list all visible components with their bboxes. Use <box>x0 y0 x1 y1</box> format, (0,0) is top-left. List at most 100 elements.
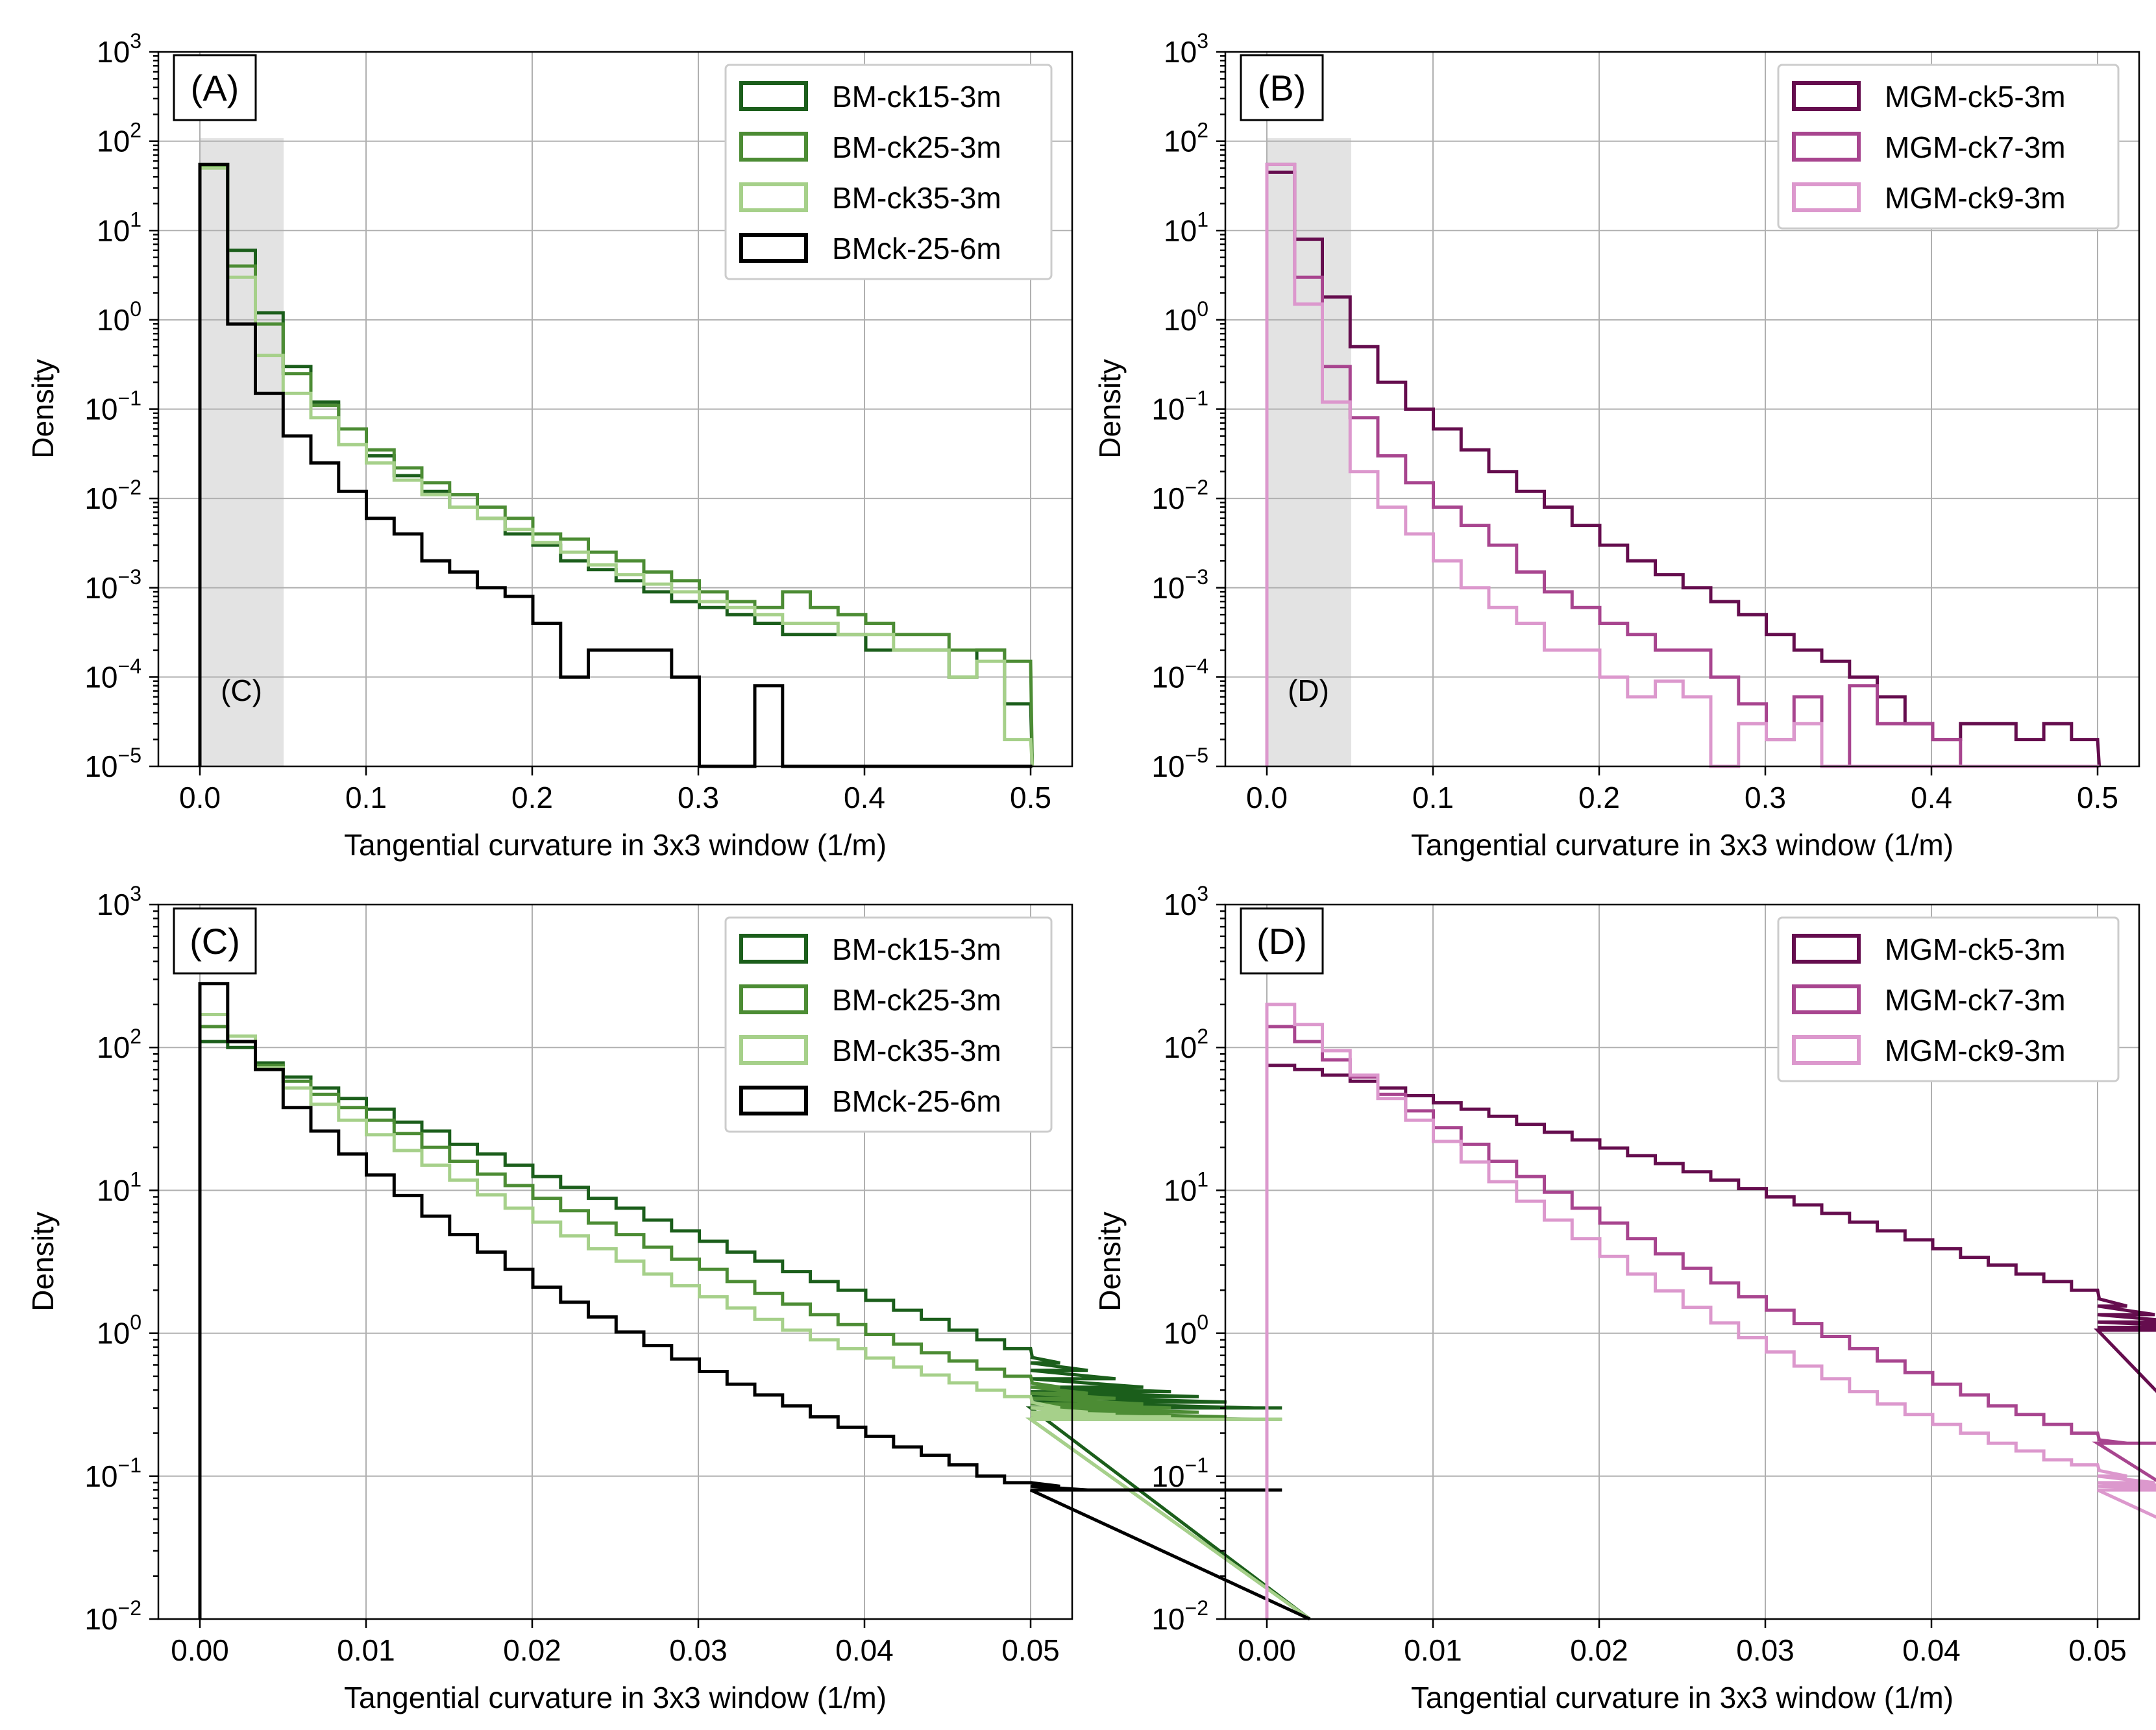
x-tick-label: 0.04 <box>835 1633 894 1667</box>
x-tick-label: 0.00 <box>171 1633 229 1667</box>
x-tick-label: 0.3 <box>1745 781 1786 814</box>
panel-b-x-ticks: 0.0 0.1 0.2 0.3 0.4 0.5 <box>1246 766 2118 814</box>
y-tick-label: 101 <box>97 208 141 247</box>
y-tick-label: 102 <box>1164 119 1208 158</box>
y-tick-label: 10−2 <box>1151 1596 1208 1636</box>
panel-a-ylabel: Density <box>26 359 60 458</box>
legend-label: BMck-25-6m <box>832 232 1001 265</box>
panel-d-series <box>1265 1003 2156 1619</box>
y-tick-label: 10−1 <box>84 1454 141 1493</box>
panel-d-tag: (D) <box>1256 921 1307 962</box>
x-tick-label: 0.4 <box>844 781 885 814</box>
panel-c-tag: (C) <box>190 921 240 962</box>
y-tick-label: 10−3 <box>1151 565 1208 605</box>
legend-swatch <box>739 1035 808 1065</box>
y-tick-label: 10−4 <box>1151 654 1208 694</box>
panel-a-x-ticks: 0.0 0.1 0.2 0.3 0.4 0.5 <box>179 766 1051 814</box>
y-tick-label: 100 <box>1164 1311 1208 1350</box>
legend-swatch <box>1792 132 1861 162</box>
y-tick-label: 10−5 <box>1151 744 1208 783</box>
legend-label: BM-ck25-3m <box>832 983 1001 1017</box>
series-line-mgm-ck9-3m <box>1265 162 2100 768</box>
legend-label: BMck-25-6m <box>832 1084 1001 1118</box>
x-tick-label: 0.5 <box>1010 781 1051 814</box>
x-tick-label: 0.01 <box>1404 1633 1462 1667</box>
y-tick-label: 102 <box>97 1025 141 1064</box>
panel-a-tag-box <box>173 54 257 121</box>
legend-swatch <box>1792 1035 1861 1065</box>
y-tick-label: 10−1 <box>84 387 141 426</box>
panel-c-series <box>198 982 1311 1621</box>
legend-label: MGM-ck5-3m <box>1885 932 2066 966</box>
panel-c-ylabel: Density <box>26 1212 60 1311</box>
series-line-bm-ck35-3m <box>198 1013 1311 1621</box>
legend-label: MGM-ck9-3m <box>1885 1034 2066 1067</box>
series-line-bm-ck25-3m <box>198 165 1035 767</box>
legend-label: BM-ck35-3m <box>832 181 1001 215</box>
panel-a-legend-box <box>724 64 1053 280</box>
x-tick-label: 0.02 <box>1570 1633 1628 1667</box>
y-tick-label: 10−4 <box>84 654 141 694</box>
panel-d-legend-box <box>1777 916 2120 1082</box>
panel-b-y-ticks: 10−5 10−4 10−3 10−2 10−1 100 101 102 103 <box>1151 29 1225 783</box>
y-tick-label: 10−3 <box>84 565 141 605</box>
panel-b-tag-box <box>1240 54 1324 121</box>
x-tick-label: 0.04 <box>1902 1633 1961 1667</box>
panel-b-xlabel: Tangential curvature in 3x3 window (1/m) <box>1411 828 1954 862</box>
y-tick-label: 101 <box>1164 1167 1208 1207</box>
legend-swatch <box>739 81 808 111</box>
x-tick-label: 0.03 <box>669 1633 728 1667</box>
series-line-mgm-ck7-3m <box>1265 162 2100 768</box>
legend-label: MGM-ck7-3m <box>1885 130 2066 164</box>
panel-d-legend: MGM-ck5-3m MGM-ck7-3m MGM-ck9-3m <box>1792 932 2066 1067</box>
panel-a-shade-label: (C) <box>221 674 262 707</box>
x-tick-label: 0.2 <box>1578 781 1620 814</box>
legend-swatch <box>739 984 808 1014</box>
panel-a-xlabel: Tangential curvature in 3x3 window (1/m) <box>344 828 887 862</box>
y-tick-label: 100 <box>1164 297 1208 337</box>
x-tick-label: 0.1 <box>345 781 387 814</box>
x-tick-label: 0.05 <box>1001 1633 1060 1667</box>
x-tick-label: 0.0 <box>179 781 221 814</box>
panel-c-xlabel: Tangential curvature in 3x3 window (1/m) <box>344 1681 887 1714</box>
y-tick-label: 103 <box>1164 29 1208 69</box>
panel-b-tag: (B) <box>1258 67 1306 108</box>
x-tick-label: 0.05 <box>2068 1633 2127 1667</box>
panel-b-ylabel: Density <box>1093 359 1127 458</box>
y-tick-label: 103 <box>97 882 141 921</box>
panel-a-tag: (A) <box>191 67 239 108</box>
y-tick-label: 10−2 <box>84 1596 141 1636</box>
legend-label: BM-ck35-3m <box>832 1034 1001 1067</box>
panel-c-x-ticks: 0.00 0.01 0.02 0.03 0.04 0.05 <box>171 1619 1060 1667</box>
x-tick-label: 0.03 <box>1736 1633 1795 1667</box>
x-tick-label: 0.0 <box>1246 781 1288 814</box>
legend-swatch <box>1792 182 1861 212</box>
legend-label: MGM-ck9-3m <box>1885 181 2066 215</box>
legend-swatch <box>739 1086 808 1115</box>
series-line-bm-ck35-3m <box>198 166 1035 767</box>
series-line-mgm-ck5-3m <box>1265 1064 2156 1619</box>
panel-d-ylabel: Density <box>1093 1212 1127 1311</box>
panel-c-tag-box <box>173 907 257 975</box>
legend-swatch <box>1792 81 1861 111</box>
panel-d-tag-box <box>1240 907 1324 975</box>
y-tick-label: 101 <box>97 1167 141 1207</box>
y-tick-label: 100 <box>97 1311 141 1350</box>
legend-label: MGM-ck7-3m <box>1885 983 2066 1017</box>
panel-a-shade <box>200 138 284 766</box>
y-tick-label: 103 <box>97 29 141 69</box>
panel-c-legend-box <box>724 916 1053 1133</box>
panel-d-xlabel: Tangential curvature in 3x3 window (1/m) <box>1411 1681 1954 1714</box>
panel-c-frame <box>157 903 1073 1620</box>
panel-b-series <box>1265 162 2101 768</box>
y-tick-label: 102 <box>1164 1025 1208 1064</box>
panel-a-legend: BM-ck15-3m BM-ck25-3m BM-ck35-3m BMck-25-6m <box>739 80 1001 265</box>
y-tick-label: 10−1 <box>1151 1454 1208 1493</box>
x-tick-label: 0.2 <box>511 781 553 814</box>
x-tick-label: 0.4 <box>1911 781 1952 814</box>
series-line-mgm-ck7-3m <box>1265 1025 2156 1619</box>
y-tick-label: 10−1 <box>1151 387 1208 426</box>
panel-c-y-ticks: 10−2 10−1 100 101 102 103 <box>84 882 158 1636</box>
